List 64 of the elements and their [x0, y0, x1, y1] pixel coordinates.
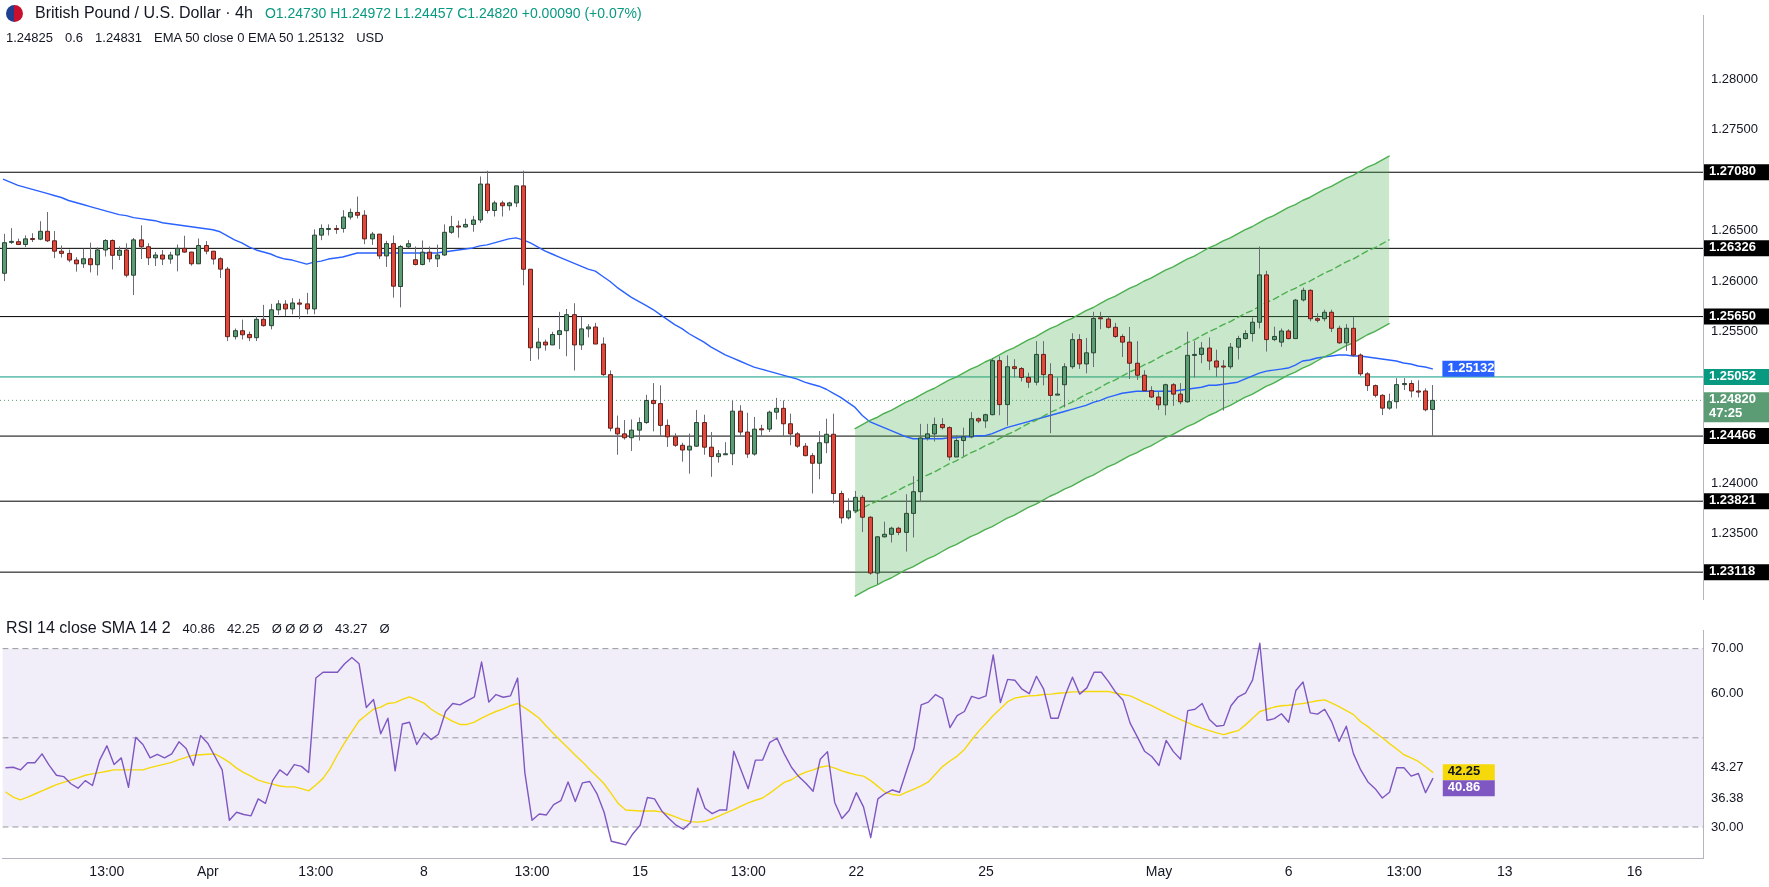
annotation: Ø — [379, 620, 390, 636]
ref-line-label: 1.23118 — [1709, 563, 1756, 579]
annotation: 0.6 — [65, 30, 84, 45]
candlestick — [1048, 362, 1053, 434]
x-tick-label: May — [1145, 863, 1173, 880]
x-tick-label: 16 — [1626, 863, 1643, 880]
chart-subtitle: O1.24730 H1.24972 L1.24457 C1.24820 +0.00090 (+0.07%) — [264, 5, 642, 21]
annotation: 42.25 — [227, 620, 260, 636]
annotation: 40.86 — [182, 620, 216, 636]
candlestick — [1171, 382, 1176, 407]
data-label: 1.25132 — [1447, 359, 1495, 375]
annotation: 43.27 — [334, 620, 368, 636]
x-tick-label: 13:00 — [1386, 863, 1422, 880]
annotation: USD — [356, 30, 384, 45]
y-tick-label: 43.27 — [1711, 759, 1744, 775]
ref-line-label: 1.23821 — [1709, 492, 1756, 508]
ref-line-label: 1.27080 — [1709, 163, 1756, 179]
candlestick — [694, 409, 699, 448]
x-tick-label: 15 — [632, 863, 649, 880]
x-tick-label: Apr — [196, 863, 219, 880]
candlestick — [110, 238, 115, 270]
candlestick — [817, 430, 822, 480]
ref-line-label: 1.26326 — [1709, 239, 1756, 255]
annotation: 1.24831 — [95, 30, 143, 45]
candlestick — [637, 417, 642, 442]
x-tick-label: 25 — [978, 863, 995, 880]
data-label: 42.25 — [1447, 763, 1481, 779]
x-tick-label: 8 — [420, 863, 429, 880]
annotation: 1.24825 — [6, 30, 53, 45]
candlestick — [218, 256, 223, 279]
y-tick-label: 1.23500 — [1711, 525, 1758, 541]
candlestick — [1236, 335, 1241, 360]
y-tick-label: 30.00 — [1711, 818, 1744, 834]
candlestick — [911, 475, 916, 538]
y-tick-label: 1.26000 — [1711, 272, 1758, 288]
ref-line-label: 1.25052 — [1709, 368, 1756, 384]
candlestick — [297, 298, 302, 320]
x-tick-label: 13:00 — [730, 863, 766, 880]
x-tick-label: 13:00 — [514, 863, 550, 880]
x-tick-label: 6 — [1284, 863, 1293, 880]
ref-line-label: 1.24820 47:25 — [1709, 391, 1756, 421]
candlestick — [52, 230, 57, 259]
y-tick-label: 60.00 — [1711, 684, 1744, 700]
y-tick-label: 36.38 — [1711, 790, 1744, 806]
x-tick-label: 13 — [1497, 863, 1513, 880]
y-tick-label: 1.24000 — [1711, 474, 1758, 490]
y-tick-label: 1.26500 — [1711, 222, 1758, 238]
x-tick-label: 13:00 — [298, 863, 334, 880]
y-tick-label: 1.25500 — [1711, 323, 1758, 339]
ref-line-label: 1.25650 — [1709, 307, 1756, 323]
y-tick-label: 1.27500 — [1711, 121, 1758, 137]
annotation: EMA 50 close 0 EMA 50 1.25132 — [154, 30, 345, 45]
candlestick — [810, 452, 815, 495]
chart-title: British Pound / U.S. Dollar · 4h — [35, 4, 253, 22]
ref-line-label: 1.24466 — [1709, 427, 1756, 443]
data-label: 40.86 — [1447, 779, 1481, 795]
candlestick — [658, 384, 663, 438]
candlestick — [449, 215, 454, 235]
y-tick-label: 70.00 — [1711, 640, 1744, 656]
chart-title: RSI 14 close SMA 14 2 — [6, 619, 171, 637]
x-tick-label: 13:00 — [89, 863, 125, 880]
y-tick-label: 1.28000 — [1711, 70, 1758, 86]
x-tick-label: 22 — [848, 863, 865, 880]
annotation: Ø Ø Ø Ø — [271, 620, 323, 636]
